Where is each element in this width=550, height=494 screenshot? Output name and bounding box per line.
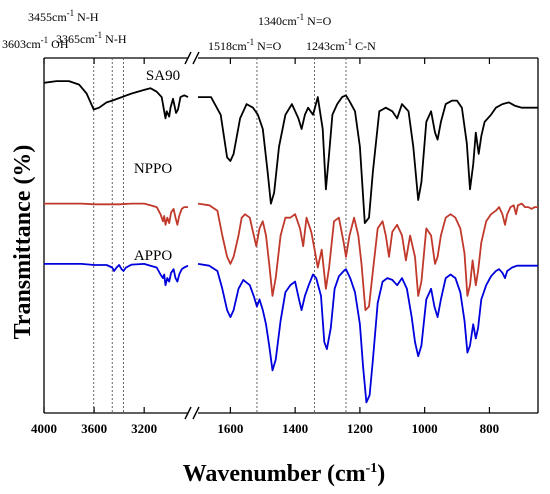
x-tick-label-1200: 1200 [347,421,373,436]
reference-label-3603: 3603cm-1 OH [2,35,69,51]
axis-break-mark [184,51,192,65]
reference-label-value: 3455cm [28,10,67,24]
reference-label-value: 1340cm [258,14,297,28]
reference-label-sup: -1 [41,35,49,45]
x-tick-label-3200: 3200 [131,421,157,436]
axis-break-mark [184,406,192,420]
reference-label-1340: 1340cm-1 N=O [258,12,332,28]
series-line-appo-part2 [197,263,538,404]
x-tick-label-800: 800 [480,421,500,436]
x-tick-label-3600: 3600 [81,421,107,436]
reference-label-group: C-N [352,39,376,53]
x-axis-label: Wavenumber (cm-1) [183,461,386,487]
axis-break-mark [192,51,200,65]
x-tick-label-1600: 1600 [217,421,243,436]
series-label-sa90: SA90 [146,68,180,84]
reference-label-group: N-H [102,32,127,46]
x-axis: 4000 3600 3200 1600 1400 1200 1000 800 [31,58,499,436]
reference-label-sup: -1 [67,8,75,18]
reference-label-3455: 3455cm-1 N-H [28,8,99,24]
y-axis-label: Transmittance (%) [10,145,36,340]
series-label-appo: APPO [134,248,173,264]
x-tick-label-1400: 1400 [282,421,308,436]
axis-break-mark [192,406,200,420]
reference-label-value: 1518cm [208,39,247,53]
reference-label-3365: 3365cm-1 N-H [56,30,127,46]
reference-lines [93,58,347,413]
plot-frame [43,51,539,420]
reference-label-value: 3365cm [56,32,95,46]
reference-label-group: N-H [74,10,99,24]
reference-label-sup: -1 [95,30,103,40]
reference-label-1518: 1518cm-1 N=O [208,37,282,53]
series-line-appo-part1 [44,262,189,287]
reference-label-group: N=O [304,14,331,28]
series-line-nppo-part1 [44,202,188,226]
x-axis-label-sup: -1 [366,461,378,476]
reference-label-sup: -1 [297,12,305,22]
reference-label-value: 1243cm [306,39,345,53]
reference-label-sup: -1 [345,37,353,47]
x-tick-label-4000: 4000 [31,421,57,436]
x-axis-label-main: Wavenumber (cm [183,461,366,487]
reference-label-1243: 1243cm-1 C-N [306,37,376,53]
series-layer [43,80,538,404]
reference-label-group: OH [48,37,69,51]
reference-label-value: 3603cm [2,37,41,51]
series-line-sa90-part2 [198,94,538,225]
x-tick-label-1000: 1000 [412,421,438,436]
reference-label-group: N=O [254,39,281,53]
series-line-sa90-part1 [43,80,189,120]
series-label-nppo: NPPO [134,161,173,177]
series-labels: SA90 NPPO APPO [134,68,180,264]
x-axis-label-tail: ) [377,461,385,487]
reference-label-sup: -1 [247,37,255,47]
series-line-nppo-part2 [197,202,538,312]
